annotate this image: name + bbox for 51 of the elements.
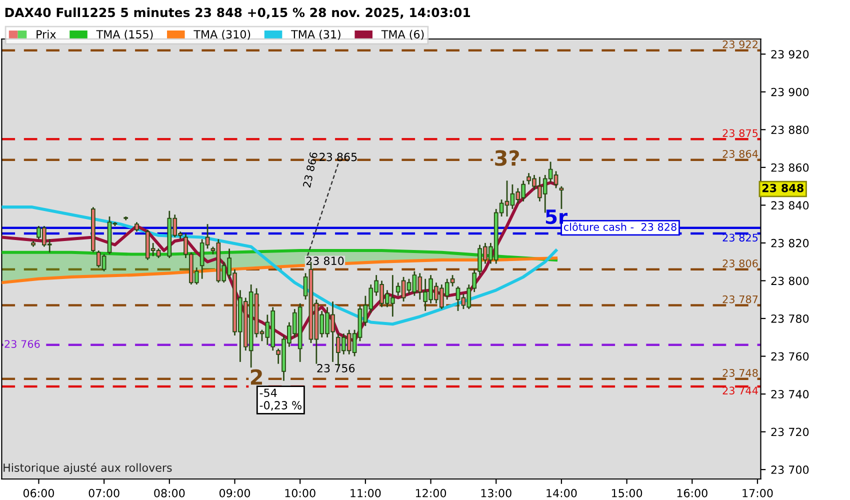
x-tick-label: 09:00 xyxy=(219,488,250,498)
y-tick-label: 23 860 xyxy=(771,163,809,172)
x-tick-label: 14:00 xyxy=(546,488,577,498)
y-tick-label: 23 720 xyxy=(771,428,809,436)
y-tick-label: 23 780 xyxy=(771,314,809,323)
legend-label: TMA (31) xyxy=(291,30,340,40)
x-tick-label: 11:00 xyxy=(350,488,381,498)
ref-line-label: 23 922 xyxy=(722,40,758,48)
annotation: -54 -0,23 % xyxy=(260,388,302,411)
legend-label: TMA (155) xyxy=(96,30,153,40)
ref-line-label: 23 787 xyxy=(722,295,758,304)
x-tick-label: 17:00 xyxy=(742,488,773,498)
x-tick-label: 15:00 xyxy=(612,488,642,498)
x-tick-label: 16:00 xyxy=(677,488,708,498)
annotation: 3? xyxy=(495,150,519,166)
ref-line-label: 23 766 xyxy=(4,340,40,348)
annotation: 23 756 xyxy=(317,364,355,372)
y-tick-label: 23 820 xyxy=(771,238,809,248)
y-tick-label: 23 880 xyxy=(771,126,809,134)
y-tick-label: 23 920 xyxy=(771,50,809,58)
annotation: 23 866 xyxy=(302,152,318,188)
ref-line-label: 23 875 xyxy=(722,129,758,138)
y-tick-label: 23 740 xyxy=(771,390,809,398)
legend-label: Prix xyxy=(36,30,56,38)
y-tick-label: 23 760 xyxy=(771,352,809,361)
x-tick-label: 10:00 xyxy=(285,488,316,498)
ref-line-label: 23 748 xyxy=(722,369,758,377)
annotation: 5r xyxy=(546,210,568,224)
chart-title: DAX40 Full1225 5 minutes 23 848 +0,15 % 28 nov. 2025, 14:03:01 xyxy=(5,8,470,19)
annotation: 2 xyxy=(250,369,262,385)
legend-label: TMA (310) xyxy=(194,30,250,40)
x-tick-label: 06:00 xyxy=(23,488,54,498)
text: 23 848 xyxy=(762,184,804,192)
annotation: Historique ajusté aux rollovers xyxy=(4,462,172,474)
y-tick-label: 23 700 xyxy=(771,466,809,474)
x-tick-label: 13:00 xyxy=(481,488,512,498)
y-tick-label: 23 840 xyxy=(771,201,809,210)
x-tick-label: 07:00 xyxy=(88,488,120,498)
annotation: 23 865 xyxy=(320,152,357,162)
x-tick-label: 08:00 xyxy=(154,488,185,498)
y-tick-label: 23 800 xyxy=(771,276,809,286)
legend-label: TMA (6) xyxy=(381,30,424,40)
candlestick xyxy=(134,221,139,232)
annotation: 23 810 xyxy=(306,256,344,266)
ref-line-label: 23 806 xyxy=(722,259,758,268)
x-tick-label: 12:00 xyxy=(416,488,446,498)
ref-line-label: 23 864 xyxy=(722,150,758,158)
ref-line-label: clôture cash - 23 828 xyxy=(564,222,676,231)
candlestick xyxy=(559,186,564,210)
y-tick-label: 23 900 xyxy=(771,88,809,96)
line-series xyxy=(2,256,558,284)
